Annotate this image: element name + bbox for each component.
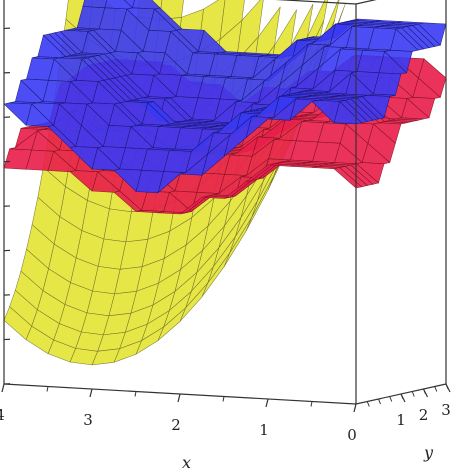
x-tick-label: 1 [259, 421, 269, 439]
z-axis-ticks [3, 27, 11, 385]
y-minor-tick [378, 398, 381, 405]
x-axis-label: x [182, 453, 191, 472]
x-tick-label: 2 [171, 416, 181, 434]
x-minor-tick [222, 396, 225, 402]
red-facet [3, 148, 32, 170]
y-minor-tick [411, 391, 415, 397]
x-minor-tick [310, 401, 313, 407]
y-minor-tick [366, 401, 370, 407]
x-axis: 4 3 2 1 0 [0, 383, 357, 444]
yellow-facet [3, 306, 32, 341]
x-tick [89, 388, 93, 398]
y-axis: 321 [366, 383, 451, 429]
x-minor-tick [46, 386, 49, 392]
box-edge [355, 0, 377, 5]
blue-facet [3, 102, 32, 126]
x-tick [177, 393, 181, 403]
x-tick-label: 4 [0, 406, 5, 424]
blue-stepped-surface [3, 0, 447, 194]
y-minor-tick [400, 393, 404, 400]
x-minor-tick [134, 391, 137, 397]
y-tick-label: 3 [441, 401, 451, 419]
x-tick-label: 0 [347, 426, 357, 444]
box-edge [275, 0, 357, 5]
blue-facet [123, 0, 135, 9]
x-tick-label: 3 [83, 411, 93, 429]
x-tick [353, 403, 357, 413]
y-minor-tick [423, 388, 426, 395]
x-tick [1, 383, 5, 393]
y-tick-label: 1 [396, 411, 406, 429]
y-axis-label: y [423, 443, 434, 462]
y-minor-tick [389, 396, 393, 402]
x-tick [265, 398, 269, 408]
y-tick-label: 2 [419, 406, 429, 424]
y-minor-tick [445, 383, 449, 390]
y-minor-tick [434, 386, 438, 392]
